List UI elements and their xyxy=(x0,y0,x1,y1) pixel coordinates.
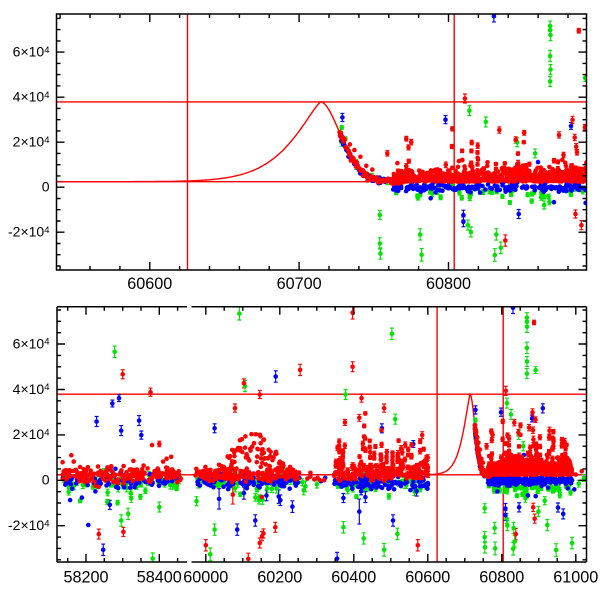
svg-text:6×104: 6×104 xyxy=(13,43,50,59)
svg-text:0: 0 xyxy=(42,179,50,195)
svg-text:-2×104: -2×104 xyxy=(8,517,50,533)
svg-text:4×104: 4×104 xyxy=(13,381,50,397)
svg-text:2×104: 2×104 xyxy=(13,426,50,442)
svg-text:4×104: 4×104 xyxy=(13,89,50,105)
svg-text:58400: 58400 xyxy=(137,568,182,586)
svg-text:60400: 60400 xyxy=(331,568,376,586)
svg-text:60000: 60000 xyxy=(183,568,228,586)
svg-text:6×104: 6×104 xyxy=(13,335,50,351)
svg-text:0: 0 xyxy=(42,472,50,488)
svg-text:60600: 60600 xyxy=(127,275,172,293)
svg-text:58200: 58200 xyxy=(63,568,108,586)
svg-text:60600: 60600 xyxy=(405,568,450,586)
svg-text:61000: 61000 xyxy=(553,568,598,586)
svg-text:60200: 60200 xyxy=(257,568,302,586)
svg-text:60800: 60800 xyxy=(479,568,524,586)
svg-text:60800: 60800 xyxy=(426,275,471,293)
svg-text:2×104: 2×104 xyxy=(13,134,50,150)
svg-text:-2×104: -2×104 xyxy=(8,224,50,240)
svg-text:60700: 60700 xyxy=(277,275,322,293)
